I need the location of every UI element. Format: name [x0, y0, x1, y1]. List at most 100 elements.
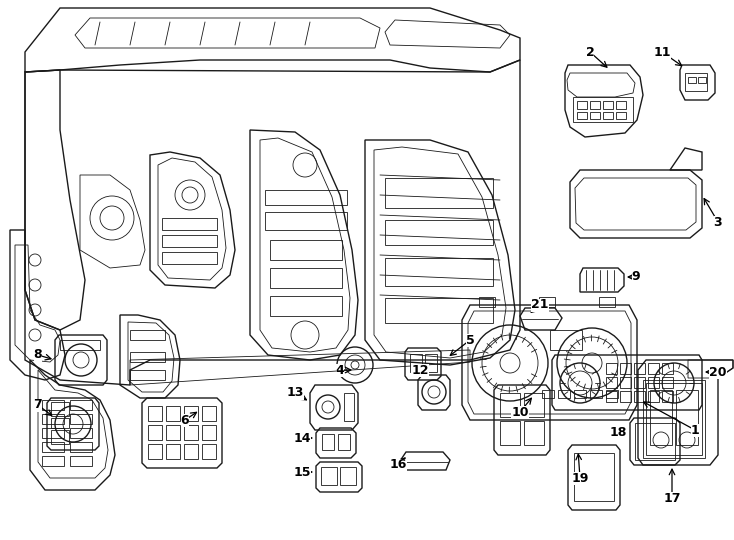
- Bar: [643, 380, 705, 458]
- Bar: [202, 406, 216, 421]
- Bar: [500, 393, 520, 417]
- Bar: [650, 390, 672, 445]
- Bar: [70, 414, 92, 424]
- Bar: [620, 363, 631, 374]
- Bar: [662, 391, 673, 402]
- Bar: [574, 390, 586, 398]
- Text: 7: 7: [34, 399, 43, 411]
- Bar: [634, 377, 645, 388]
- Bar: [321, 467, 337, 485]
- Bar: [620, 391, 631, 402]
- Bar: [603, 101, 613, 109]
- Bar: [130, 330, 165, 340]
- Bar: [539, 297, 555, 307]
- Bar: [184, 425, 198, 440]
- Bar: [500, 421, 520, 445]
- Bar: [648, 377, 659, 388]
- Bar: [577, 112, 587, 119]
- Bar: [70, 456, 92, 466]
- Bar: [42, 442, 64, 452]
- Text: 14: 14: [294, 431, 310, 444]
- Bar: [606, 363, 617, 374]
- Text: 16: 16: [389, 458, 407, 471]
- Bar: [590, 112, 600, 119]
- Bar: [606, 391, 617, 402]
- Bar: [634, 363, 645, 374]
- Bar: [184, 406, 198, 421]
- Bar: [574, 453, 614, 501]
- Text: 4: 4: [335, 363, 344, 376]
- Text: 10: 10: [512, 406, 528, 419]
- Bar: [385, 258, 493, 286]
- Bar: [340, 467, 356, 485]
- Text: 8: 8: [34, 348, 43, 361]
- Bar: [524, 421, 544, 445]
- Bar: [479, 297, 495, 307]
- Bar: [385, 220, 493, 245]
- Bar: [338, 434, 350, 450]
- Text: 2: 2: [586, 45, 595, 58]
- Bar: [148, 425, 162, 440]
- Bar: [51, 402, 69, 416]
- Bar: [577, 101, 587, 109]
- Bar: [385, 178, 493, 208]
- Bar: [42, 414, 64, 424]
- Bar: [590, 390, 602, 398]
- Bar: [322, 434, 334, 450]
- Text: 20: 20: [709, 366, 727, 379]
- Bar: [634, 391, 645, 402]
- Bar: [698, 77, 706, 83]
- Bar: [590, 101, 600, 109]
- Bar: [148, 406, 162, 421]
- Bar: [688, 77, 696, 83]
- Bar: [51, 418, 69, 428]
- Bar: [599, 297, 615, 307]
- Bar: [524, 393, 544, 417]
- Bar: [130, 352, 165, 362]
- Text: 21: 21: [531, 299, 549, 312]
- Bar: [270, 268, 342, 288]
- Bar: [70, 428, 92, 438]
- Bar: [166, 425, 180, 440]
- Bar: [616, 101, 626, 109]
- Bar: [550, 330, 582, 350]
- Bar: [676, 390, 698, 445]
- Bar: [270, 296, 342, 316]
- Bar: [662, 377, 673, 388]
- Text: 9: 9: [632, 271, 640, 284]
- Text: 12: 12: [411, 363, 429, 376]
- Text: 13: 13: [286, 387, 304, 400]
- Bar: [606, 377, 617, 388]
- Bar: [646, 383, 702, 455]
- Text: 19: 19: [571, 471, 589, 484]
- Bar: [162, 218, 217, 230]
- Text: 15: 15: [294, 465, 310, 478]
- Bar: [648, 363, 659, 374]
- Text: 11: 11: [653, 45, 671, 58]
- Bar: [270, 240, 342, 260]
- Bar: [425, 354, 437, 372]
- Bar: [685, 73, 707, 91]
- Bar: [606, 390, 618, 398]
- Bar: [60, 340, 100, 350]
- Bar: [620, 377, 631, 388]
- Bar: [51, 430, 69, 444]
- Bar: [184, 444, 198, 459]
- Bar: [603, 112, 613, 119]
- Bar: [542, 390, 554, 398]
- Text: 18: 18: [609, 426, 627, 438]
- Text: 3: 3: [713, 215, 722, 228]
- Bar: [344, 393, 354, 421]
- Bar: [162, 235, 217, 247]
- Bar: [166, 406, 180, 421]
- Bar: [265, 190, 347, 205]
- Bar: [42, 400, 64, 410]
- Bar: [616, 112, 626, 119]
- Text: 1: 1: [691, 423, 700, 436]
- Bar: [662, 363, 673, 374]
- Bar: [162, 252, 217, 264]
- Bar: [573, 97, 633, 122]
- Bar: [166, 444, 180, 459]
- Text: 17: 17: [664, 491, 680, 504]
- Bar: [635, 423, 675, 460]
